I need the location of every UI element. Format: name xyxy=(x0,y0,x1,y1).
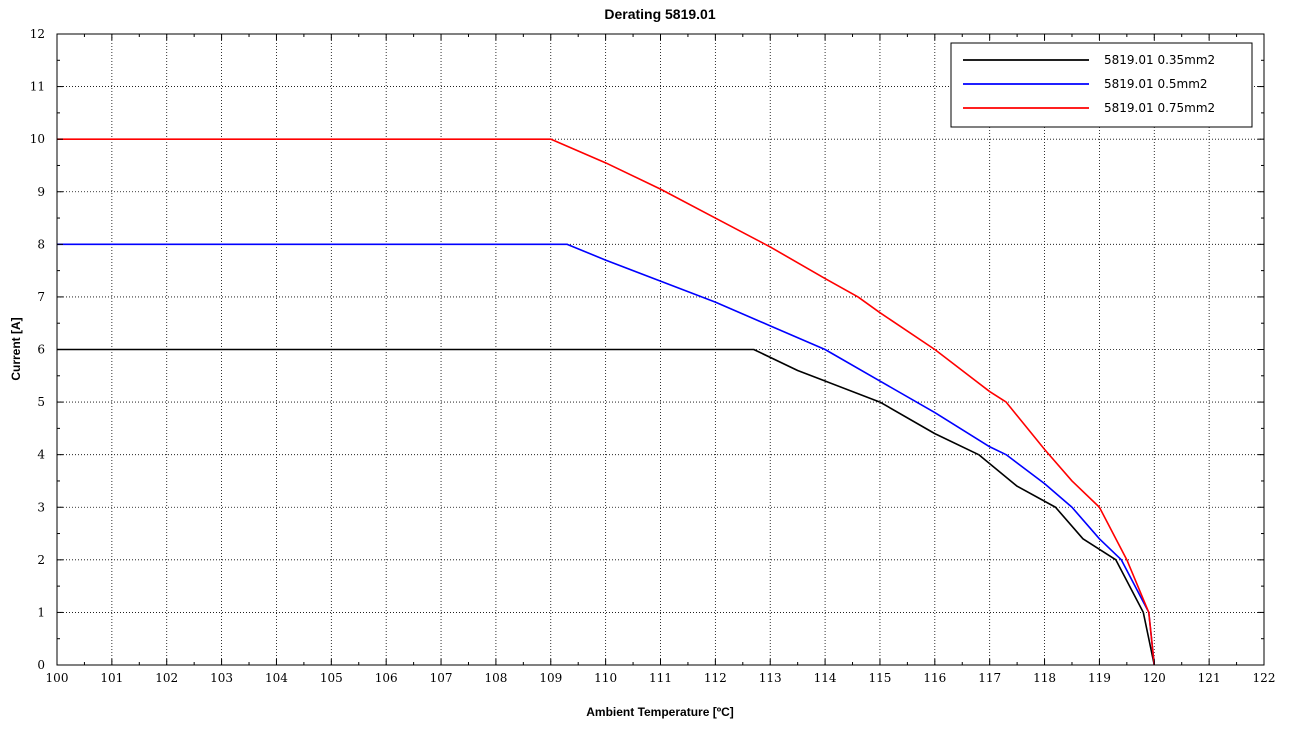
x-tick-label: 112 xyxy=(704,671,727,685)
x-tick-label: 111 xyxy=(649,671,672,685)
chart-title: Derating 5819.01 xyxy=(604,6,715,22)
y-tick-label: 0 xyxy=(37,658,45,672)
x-tick-label: 103 xyxy=(210,671,233,685)
y-tick-label: 6 xyxy=(37,343,45,357)
x-tick-label: 118 xyxy=(1033,671,1056,685)
y-tick-label: 7 xyxy=(37,290,45,304)
legend-label-1: 5819.01 0.5mm2 xyxy=(1104,77,1208,91)
y-axis-label: Current [A] xyxy=(9,317,23,380)
x-tick-label: 108 xyxy=(484,671,507,685)
legend: 5819.01 0.35mm2 5819.01 0.5mm2 5819.01 0.7… xyxy=(950,42,1253,128)
legend-box xyxy=(950,42,1253,128)
legend-label-2: 5819.01 0.75mm2 xyxy=(1104,101,1215,115)
x-tick-label: 117 xyxy=(978,671,1001,685)
y-tick-label: 4 xyxy=(37,448,45,462)
y-tick-label: 5 xyxy=(37,395,45,409)
series-lines xyxy=(57,138,1156,666)
series-line-0 xyxy=(57,348,1156,666)
y-tick-label: 10 xyxy=(30,132,45,146)
x-tick-label: 105 xyxy=(320,671,343,685)
x-tick-label: 115 xyxy=(869,671,892,685)
series-line-1 xyxy=(57,243,1156,666)
y-tick-label: 8 xyxy=(37,237,45,251)
x-tick-label: 109 xyxy=(539,671,562,685)
x-tick-label: 114 xyxy=(814,671,837,685)
x-tick-label: 106 xyxy=(375,671,398,685)
x-tick-label: 121 xyxy=(1198,671,1221,685)
x-tick-label: 120 xyxy=(1143,671,1166,685)
x-tick-label: 116 xyxy=(923,671,946,685)
legend-label-0: 5819.01 0.35mm2 xyxy=(1104,53,1215,67)
y-tick-label: 1 xyxy=(37,605,45,619)
x-tick-label: 101 xyxy=(100,671,123,685)
x-tick-label: 119 xyxy=(1088,671,1111,685)
x-tick-label: 100 xyxy=(46,671,69,685)
x-tick-label: 102 xyxy=(155,671,178,685)
legend-items: 5819.01 0.35mm2 5819.01 0.5mm2 5819.01 0.7… xyxy=(963,53,1215,115)
series-line-2 xyxy=(57,138,1156,666)
x-tick-label: 122 xyxy=(1253,671,1276,685)
y-tick-label: 11 xyxy=(30,80,45,94)
y-tick-label: 12 xyxy=(30,27,45,41)
x-tick-label: 113 xyxy=(759,671,782,685)
y-tick-label: 3 xyxy=(37,500,45,514)
x-axis-label: Ambient Temperature [ºC] xyxy=(586,705,734,719)
x-tick-label: 104 xyxy=(265,671,288,685)
y-tick-label: 2 xyxy=(37,553,45,567)
axis-ticks: 100 101 102 103 104 105 106 107 108 109 110 111 112 1… xyxy=(30,27,1276,685)
y-tick-label: 9 xyxy=(37,185,45,199)
x-tick-label: 110 xyxy=(594,671,617,685)
x-tick-label: 107 xyxy=(430,671,453,685)
